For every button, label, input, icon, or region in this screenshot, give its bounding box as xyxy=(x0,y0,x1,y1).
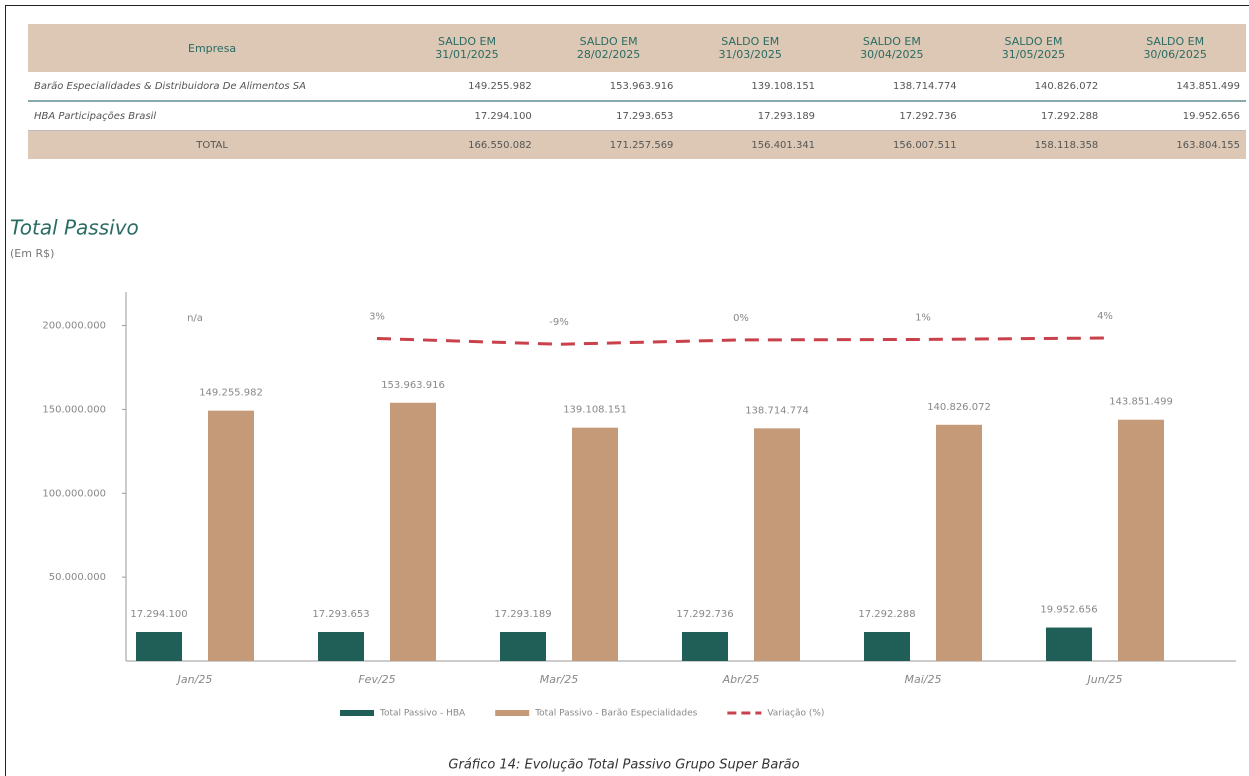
bar-label: 17.293.653 xyxy=(312,609,369,620)
legend-label: Total Passivo - HBA xyxy=(379,709,466,719)
header-line: 31/01/2025 xyxy=(435,48,499,61)
x-tick-label: Jun/25 xyxy=(1086,673,1123,686)
cell: 143.851.499 xyxy=(1104,72,1246,102)
cell: 17.293.189 xyxy=(679,101,822,131)
legend-swatch xyxy=(495,710,530,716)
total-cell: 171.257.569 xyxy=(537,130,680,159)
bar xyxy=(754,428,800,661)
x-tick-label: Abr/25 xyxy=(722,673,760,686)
cell: 149.255.982 xyxy=(396,72,538,102)
company-name: HBA Participações Brasil xyxy=(28,101,397,131)
cell: 17.293.653 xyxy=(537,101,680,131)
cell: 139.108.151 xyxy=(679,72,822,102)
balance-table: Empresa SALDO EM 31/01/2025 SALDO EM 28/02/2… xyxy=(28,24,1246,159)
cell: 140.826.072 xyxy=(962,72,1105,102)
bar-label: 17.294.100 xyxy=(130,609,187,620)
bar-label: 17.293.189 xyxy=(494,609,551,620)
total-label: TOTAL xyxy=(28,130,397,159)
cell: 19.952.656 xyxy=(1104,101,1246,131)
header-cell: SALDO EM 30/04/2025 xyxy=(821,24,963,72)
y-tick-label: 50.000.000 xyxy=(49,572,106,583)
bar xyxy=(208,410,254,661)
x-tick-label: Fev/25 xyxy=(358,673,395,686)
y-tick-label: 200.000.000 xyxy=(42,321,106,332)
line-label: 1% xyxy=(915,312,931,323)
header-cell: SALDO EM 30/06/2025 xyxy=(1104,24,1246,72)
header-line: 31/05/2025 xyxy=(1001,48,1066,61)
cell: 17.292.288 xyxy=(962,101,1105,131)
bar xyxy=(936,424,982,661)
bar xyxy=(136,631,182,661)
bar-label: 149.255.982 xyxy=(199,388,263,399)
header-cell: SALDO EM 31/03/2025 xyxy=(679,24,822,72)
header-row: Empresa SALDO EM 31/01/2025 SALDO EM 28/02/2… xyxy=(28,24,1246,72)
bar xyxy=(318,631,364,661)
total-cell: 166.550.082 xyxy=(396,130,538,159)
legend-label: Total Passivo - Barão Especialidades xyxy=(534,709,697,719)
header-line: SALDO EM xyxy=(579,35,638,48)
y-tick-label: 100.000.000 xyxy=(42,488,106,499)
frame xyxy=(5,5,1249,776)
bar xyxy=(1046,627,1092,661)
total-cell: 156.007.511 xyxy=(821,130,963,159)
legend-label: Variação (%) xyxy=(767,709,824,719)
bar xyxy=(682,631,728,661)
header-cell: SALDO EM 31/05/2025 xyxy=(962,24,1105,72)
caption: Gráfico 14: Evolução Total Passivo Grupo… xyxy=(448,758,799,773)
y-tick-label: 150.000.000 xyxy=(42,404,106,415)
header-line: 28/02/2025 xyxy=(576,48,641,61)
cell: 17.294.100 xyxy=(396,101,538,131)
bar-label: 143.851.499 xyxy=(1109,397,1173,408)
table-row: Barão Especialidades & Distribuidora De … xyxy=(28,72,1246,102)
company-name: Barão Especialidades & Distribuidora De … xyxy=(28,72,397,102)
total-row: TOTAL 166.550.082 171.257.569 156.401.341 15… xyxy=(28,130,1246,159)
cell: 17.292.736 xyxy=(821,101,963,131)
total-cell: 156.401.341 xyxy=(679,130,822,159)
total-cell: 163.804.155 xyxy=(1104,130,1246,159)
bar-label: 140.826.072 xyxy=(927,402,991,413)
header-cell: SALDO EM 31/01/2025 xyxy=(396,24,538,72)
bar-label: 19.952.656 xyxy=(1040,605,1097,616)
header-line: 30/06/2025 xyxy=(1143,48,1207,61)
header-line: SALDO EM xyxy=(1004,35,1063,48)
bar-label: 138.714.774 xyxy=(745,405,809,416)
chart-subtitle: (Em R$) xyxy=(10,247,54,260)
bar xyxy=(1118,419,1164,661)
total-cell: 158.118.358 xyxy=(962,130,1105,159)
bar xyxy=(572,427,618,661)
x-tick-label: Mar/25 xyxy=(540,673,578,686)
bar-label: 139.108.151 xyxy=(563,405,627,416)
chart-title: Total Passivo xyxy=(10,216,139,240)
line-label: 4% xyxy=(1097,311,1113,322)
table-row: HBA Participações Brasil 17.294.100 17.293… xyxy=(28,101,1246,131)
x-tick-label: Mai/25 xyxy=(905,673,942,686)
bar xyxy=(390,402,436,661)
header-cell: SALDO EM 28/02/2025 xyxy=(537,24,680,72)
header-line: 30/04/2025 xyxy=(860,48,924,61)
line-label: n/a xyxy=(187,313,203,324)
header-line: SALDO EM xyxy=(1146,35,1205,48)
header-line: 31/03/2025 xyxy=(718,48,782,61)
bar-label: 153.963.916 xyxy=(381,380,445,391)
x-tick-label: Jan/25 xyxy=(176,673,213,686)
line-label: -9% xyxy=(549,317,568,328)
cell: 153.963.916 xyxy=(537,72,680,102)
line-label: 0% xyxy=(733,313,749,324)
header-line: SALDO EM xyxy=(862,35,921,48)
bar-label: 17.292.736 xyxy=(676,609,733,620)
header-cell: Empresa xyxy=(28,24,397,72)
bar xyxy=(500,631,546,661)
header-line: SALDO EM xyxy=(721,35,780,48)
bar-label: 17.292.288 xyxy=(858,609,915,620)
variation-line xyxy=(376,336,1106,346)
bar xyxy=(864,631,910,661)
cell: 138.714.774 xyxy=(821,72,963,102)
legend-swatch xyxy=(340,710,374,716)
line-label: 3% xyxy=(369,311,385,322)
header-line: SALDO EM xyxy=(438,35,496,48)
